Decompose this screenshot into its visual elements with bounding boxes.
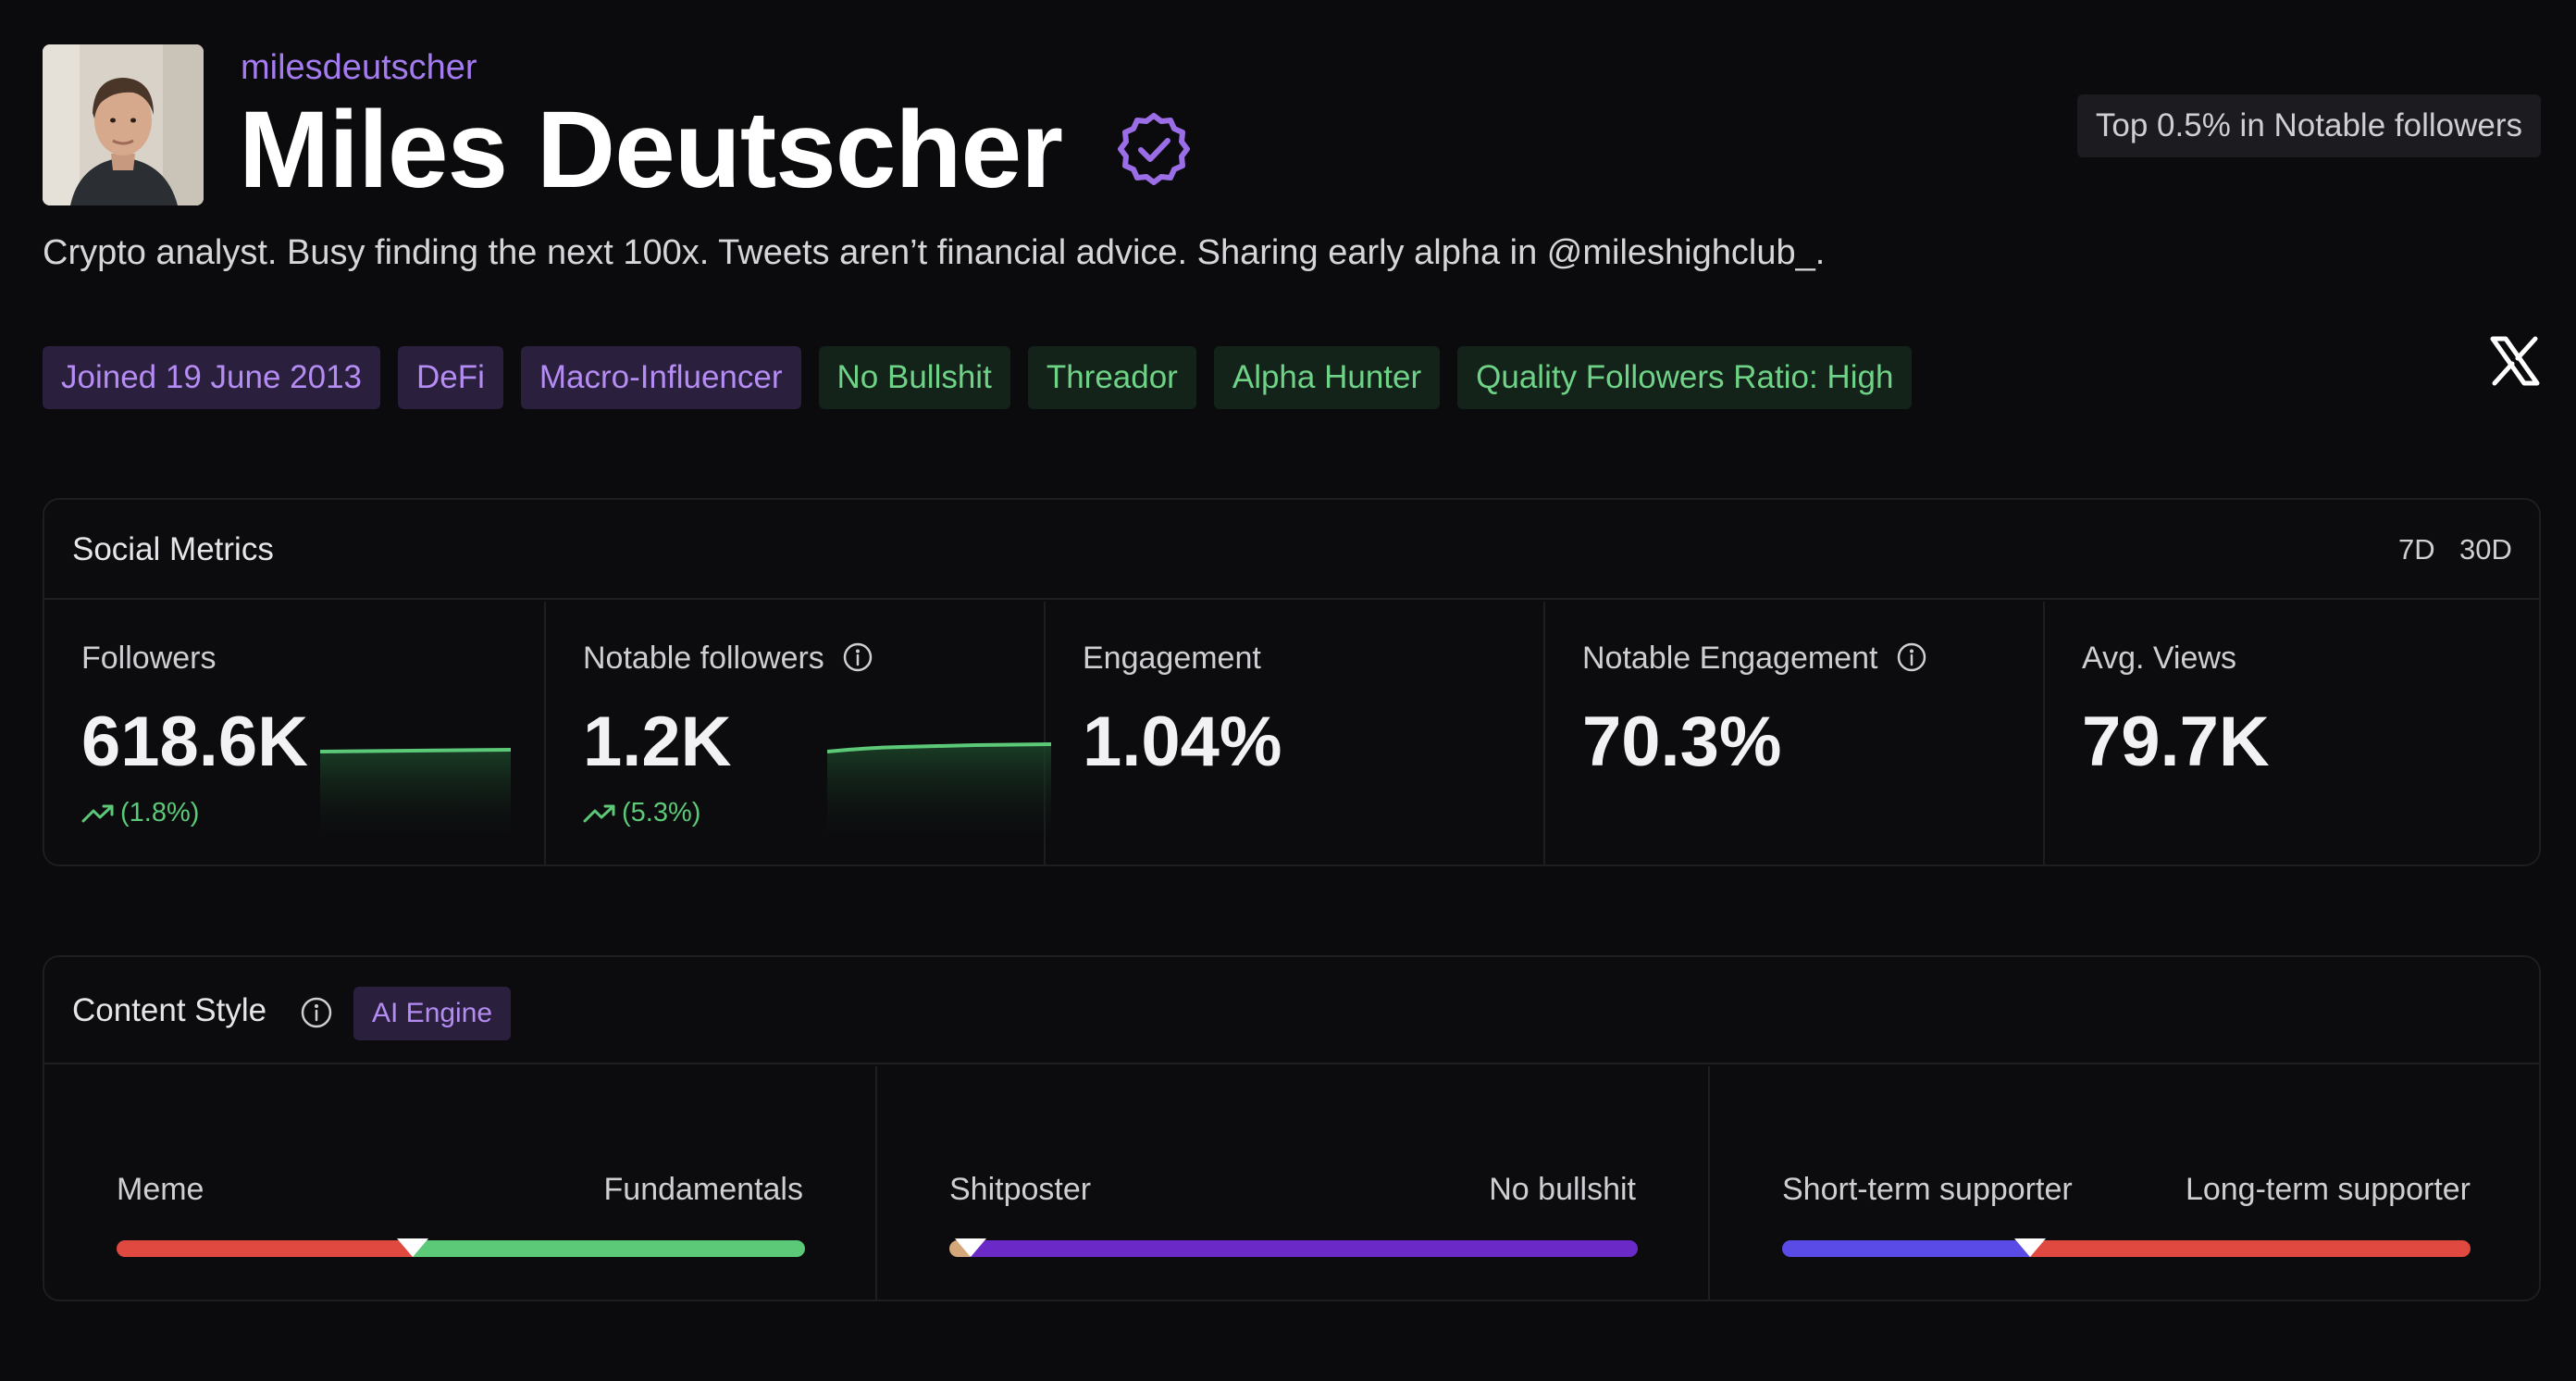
notable-followers-sparkline bbox=[827, 742, 1051, 846]
info-icon[interactable] bbox=[1896, 641, 1927, 673]
slider-left-label: Meme bbox=[117, 1172, 204, 1207]
verified-badge-icon bbox=[1118, 113, 1190, 185]
slider-marker bbox=[955, 1238, 986, 1257]
slider-left-label: Short-term supporter bbox=[1782, 1172, 2073, 1207]
slider-right-segment bbox=[413, 1240, 805, 1257]
slider-track bbox=[1782, 1240, 2471, 1257]
metric-label-text: Notable followers bbox=[583, 641, 824, 676]
metric-notable-engagement: Notable Engagement 70.3% bbox=[1545, 602, 2045, 865]
profile-handle: milesdeutscher bbox=[241, 48, 477, 87]
avatar[interactable] bbox=[43, 44, 204, 205]
metric-value: 1.04% bbox=[1083, 703, 1282, 781]
slider-left-segment bbox=[1782, 1240, 2030, 1257]
metric-label: Notable Engagement bbox=[1582, 641, 1927, 677]
metric-change: (5.3%) bbox=[583, 798, 700, 828]
metric-value: 618.6K bbox=[81, 703, 309, 781]
metric-label: Avg. Views bbox=[2082, 641, 2236, 676]
tag-macro-influencer: Macro-Influencer bbox=[520, 346, 801, 409]
period-7d-button[interactable]: 7D bbox=[2398, 533, 2435, 566]
tag-threador: Threador bbox=[1027, 346, 1196, 409]
metric-avg-views: Avg. Views 79.7K bbox=[2045, 602, 2539, 865]
tag-no-bullshit: No Bullshit bbox=[818, 346, 1010, 409]
content-style-header: Content Style AI Engine bbox=[44, 957, 2539, 1064]
metric-value: 79.7K bbox=[2082, 703, 2270, 781]
slider-left-segment bbox=[117, 1240, 413, 1257]
profile-name: Miles Deutscher bbox=[239, 89, 1063, 211]
social-metrics-card: Social Metrics 7D 30D Followers 618.6K (… bbox=[43, 498, 2541, 866]
metric-label: Notable followers bbox=[583, 641, 873, 677]
metric-change-value: (1.8%) bbox=[120, 798, 200, 827]
metric-label-text: Notable Engagement bbox=[1582, 641, 1878, 676]
metric-notable-followers: Notable followers 1.2K (5.3%) bbox=[546, 602, 1051, 865]
content-style-title: Content Style bbox=[72, 992, 267, 1028]
period-30d-button[interactable]: 30D bbox=[2459, 533, 2512, 566]
content-style-card: Content Style AI Engine Meme Fundamental… bbox=[43, 955, 2541, 1301]
social-metrics-header: Social Metrics 7D 30D bbox=[44, 500, 2539, 600]
metric-engagement: Engagement 1.04% bbox=[1046, 602, 1545, 865]
slider-right-label: No bullshit bbox=[1489, 1172, 1636, 1207]
info-icon[interactable] bbox=[300, 996, 333, 1029]
tag-list: Joined 19 June 2013 DeFi Macro-Influence… bbox=[43, 346, 1913, 409]
profile-bio: Crypto analyst. Busy finding the next 10… bbox=[43, 233, 1826, 272]
slider-meme-fundamentals: Meme Fundamentals bbox=[44, 1066, 877, 1300]
slider-track bbox=[117, 1240, 805, 1257]
slider-right-label: Long-term supporter bbox=[2185, 1172, 2471, 1207]
slider-marker bbox=[397, 1238, 428, 1257]
metric-label: Followers bbox=[81, 641, 217, 676]
metric-label: Engagement bbox=[1083, 641, 1261, 676]
metric-change: (1.8%) bbox=[81, 798, 199, 828]
trend-up-icon bbox=[583, 804, 615, 822]
avatar-image bbox=[43, 44, 204, 205]
tag-defi: DeFi bbox=[398, 346, 503, 409]
followers-sparkline bbox=[320, 748, 511, 846]
metric-value: 70.3% bbox=[1582, 703, 1782, 781]
profile-header: milesdeutscher Miles Deutscher Top 0.5% … bbox=[43, 43, 2541, 209]
slider-marker bbox=[2014, 1238, 2046, 1257]
slider-track bbox=[949, 1240, 1638, 1257]
slider-right-segment bbox=[2030, 1240, 2471, 1257]
ai-engine-badge: AI Engine bbox=[353, 987, 512, 1040]
tag-alpha-hunter: Alpha Hunter bbox=[1213, 346, 1441, 409]
metric-change-value: (5.3%) bbox=[622, 798, 701, 827]
metric-value: 1.2K bbox=[583, 703, 732, 781]
tag-joined: Joined 19 June 2013 bbox=[43, 346, 380, 409]
trend-up-icon bbox=[81, 804, 114, 822]
metric-followers: Followers 618.6K (1.8%) bbox=[44, 602, 546, 865]
slider-shortterm-longterm: Short-term supporter Long-term supporter bbox=[1710, 1066, 2539, 1300]
slider-right-segment bbox=[970, 1240, 1638, 1257]
slider-right-label: Fundamentals bbox=[603, 1172, 803, 1207]
social-metrics-title: Social Metrics bbox=[72, 531, 274, 567]
x-logo-icon[interactable] bbox=[2489, 335, 2541, 387]
slider-shitposter-nobullshit: Shitposter No bullshit bbox=[877, 1066, 1710, 1300]
tag-quality-followers: Quality Followers Ratio: High bbox=[1457, 346, 1913, 409]
info-icon[interactable] bbox=[842, 641, 873, 673]
slider-left-label: Shitposter bbox=[949, 1172, 1092, 1207]
rank-badge: Top 0.5% in Notable followers bbox=[2076, 94, 2541, 157]
